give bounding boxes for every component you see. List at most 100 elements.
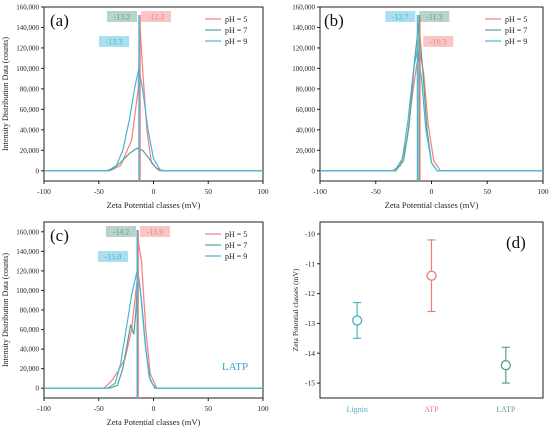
peak-value-box <box>419 11 450 22</box>
y-tick-label: -13 <box>305 319 315 328</box>
x-tick-label: 50 <box>205 404 213 413</box>
panel-2: -100 -50 0 50 100 0 20,000 40,000 60,000 80,000 10… <box>292 4 549 211</box>
y-tick-label: 80,000 <box>20 85 40 93</box>
series-line-3 <box>44 68 263 172</box>
y-tick-label: 100,000 <box>16 287 39 295</box>
y-tick-label: -10 <box>305 229 315 238</box>
y-tick-label: -14 <box>305 349 315 358</box>
category-label: LATP <box>496 405 516 414</box>
peak-value-box <box>139 226 170 237</box>
plot-frame <box>319 221 544 399</box>
y-tick-label: 160,000 <box>16 4 39 12</box>
y-tick-label: 40,000 <box>20 346 40 354</box>
series-line-1 <box>320 52 543 172</box>
x-axis-label: Zeta Potential classes (mV) <box>107 417 201 427</box>
x-tick-label: 0 <box>430 187 434 196</box>
series-line-3 <box>44 270 263 389</box>
y-tick-label: 160,000 <box>292 4 315 12</box>
peak-value-box <box>97 251 128 262</box>
y-tick-label: 0 <box>36 167 40 175</box>
y-tick-label: 140,000 <box>16 24 39 32</box>
data-point <box>352 315 363 326</box>
panel-3: -100 -50 0 50 100 0 20,000 40,000 60,000 80,000 10… <box>1 221 269 427</box>
series-line-1 <box>44 27 263 172</box>
category-label: ATP <box>424 405 439 414</box>
peak-value-box <box>107 11 138 22</box>
y-tick-label: 60,000 <box>20 106 40 114</box>
y-tick-label: 120,000 <box>16 267 39 275</box>
data-point <box>500 360 511 371</box>
x-tick-label: 0 <box>152 187 156 196</box>
y-tick-label: 100,000 <box>292 65 315 73</box>
peak-value-box <box>105 226 136 237</box>
x-tick-label: -50 <box>94 404 104 413</box>
y-tick-label: 0 <box>312 167 316 175</box>
y-axis-label: Intensity Distribution Data (counts) <box>1 37 10 151</box>
data-point <box>426 270 437 281</box>
x-tick-label: 50 <box>484 187 492 196</box>
y-tick-label: -11 <box>305 259 315 268</box>
x-tick-label: -100 <box>37 187 51 196</box>
legend-label: pH = 5 <box>505 15 527 24</box>
y-axis-label: Zeta Potential classes (mV) <box>291 268 300 351</box>
y-tick-label: 80,000 <box>20 307 40 315</box>
x-tick-label: 100 <box>257 404 269 413</box>
legend-label: pH = 5 <box>225 15 247 24</box>
x-tick-label: -50 <box>94 187 104 196</box>
panel-label: (a) <box>50 11 69 30</box>
y-axis-label: Intensity Distribution Data (counts) <box>1 253 10 367</box>
y-tick-label: -12 <box>305 289 315 298</box>
y-tick-label: 120,000 <box>292 44 315 52</box>
y-tick-label: 140,000 <box>16 248 39 256</box>
legend-label: pH = 7 <box>225 241 247 250</box>
panel-label: (c) <box>50 226 69 245</box>
y-tick-label: 40,000 <box>20 126 40 134</box>
legend-label: pH = 9 <box>225 252 247 261</box>
series-line-3 <box>320 49 543 172</box>
x-tick-label: -50 <box>371 187 381 196</box>
x-tick-label: 100 <box>537 187 549 196</box>
legend-label: pH = 7 <box>505 26 527 35</box>
peak-value-label: -14.2 <box>113 228 130 237</box>
peak-value-box <box>141 11 172 22</box>
peak-value-box <box>99 36 130 47</box>
legend-label: pH = 5 <box>225 230 247 239</box>
x-tick-label: -100 <box>313 187 327 196</box>
y-tick-label: 60,000 <box>20 326 40 334</box>
legend-label: pH = 7 <box>225 26 247 35</box>
peak-value-label: -12.2 <box>148 13 165 22</box>
y-tick-label: 20,000 <box>296 147 316 155</box>
y-tick-label: 140,000 <box>292 24 315 32</box>
peak-value-label: -12.7 <box>392 13 409 22</box>
peak-value-label: -13.3 <box>106 38 123 47</box>
peak-value-label: -13.9 <box>147 228 164 237</box>
peak-value-label: -10.3 <box>430 38 447 47</box>
legend-label: pH = 9 <box>225 37 247 46</box>
panel-4: -15 -14 -13 -12 -11 -10 Zeta Potential classes… <box>291 221 544 414</box>
x-axis-label: Zeta Potential classes (mV) <box>107 200 201 210</box>
panel-1: -100 -50 0 50 100 0 20,000 40,000 60,000 80,000 10… <box>1 4 269 211</box>
y-tick-label: 160,000 <box>16 228 39 236</box>
sample-label: LATP <box>222 361 248 373</box>
peak-value-box <box>423 36 454 47</box>
y-tick-label: 80,000 <box>296 85 316 93</box>
y-tick-label: 20,000 <box>20 147 40 155</box>
y-tick-label: 40,000 <box>296 126 316 134</box>
peak-value-box <box>385 11 416 22</box>
panel-label: (b) <box>324 11 344 30</box>
panel-label: (d) <box>506 233 526 252</box>
peak-value-label: -11.3 <box>426 13 442 22</box>
category-label: Lignin <box>346 405 367 414</box>
x-axis-label: Zeta Potential classes (mV) <box>385 200 479 210</box>
y-tick-label: 120,000 <box>16 44 39 52</box>
x-tick-label: -100 <box>37 404 51 413</box>
y-tick-label: 100,000 <box>16 65 39 73</box>
x-tick-label: 50 <box>205 187 213 196</box>
y-tick-label: -15 <box>305 379 315 388</box>
y-tick-label: 0 <box>36 385 40 393</box>
x-tick-label: 100 <box>257 187 269 196</box>
y-tick-label: 60,000 <box>296 106 316 114</box>
legend-label: pH = 9 <box>505 37 527 46</box>
